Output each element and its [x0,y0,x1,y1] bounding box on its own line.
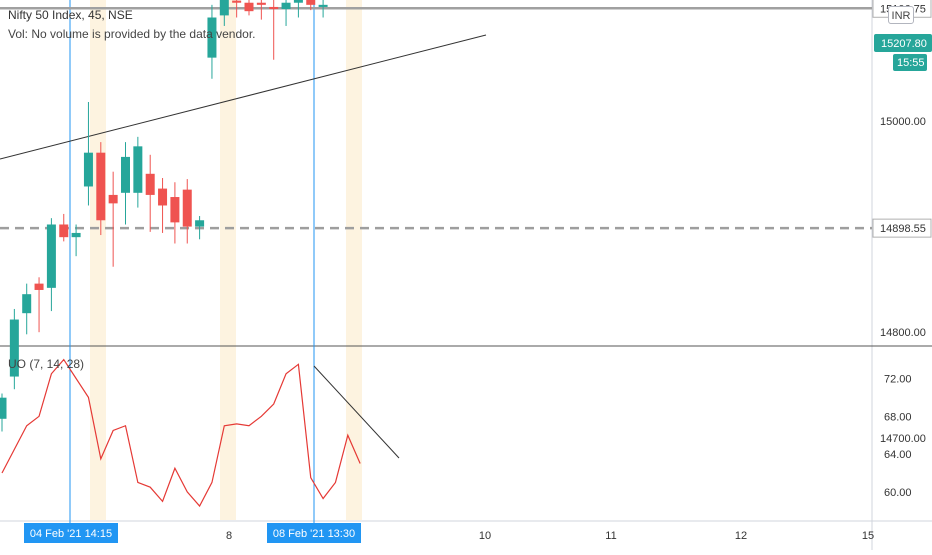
candle-body [195,220,205,227]
price-tick-label: 15000.00 [880,116,926,128]
candle-body [281,2,291,10]
uo-tick-label: 60.00 [884,487,912,499]
oscillator-legend: UO (7, 14, 28) [8,357,85,371]
session-highlight-1 [90,0,106,520]
session-highlight-3 [346,0,362,520]
candle-body [22,294,32,314]
candle-body [170,197,180,223]
candle-body [46,224,56,288]
candle-body [9,319,19,377]
candle-body [293,0,303,3]
uo-tick-label: 72.00 [884,374,912,386]
candle-body [133,146,143,193]
crosshair-date-tag [24,523,118,543]
uo-line[interactable] [1,358,361,508]
countdown-tag [893,54,927,71]
crosshair-date-tag [267,523,361,543]
last-price-label: 15207.80 [881,38,927,50]
uo-tick-label: 64.00 [884,449,912,461]
volume-note: Vol: No volume is provided by the data v… [8,27,256,41]
candle-body [158,188,168,206]
candle-body [121,156,130,193]
candle-body [83,152,93,187]
time-axis-label: 11 [605,530,616,542]
candle-body [71,232,81,238]
currency-button[interactable]: INR [888,6,914,24]
price-tick-label: 14700.00 [880,433,926,445]
price-tick-label: 14800.00 [880,327,926,339]
level-price-label-bg [872,218,932,238]
chart-title: Nifty 50 Index, 45, NSE [8,8,133,22]
candle-body [145,173,155,195]
crosshair-date-label: 04 Feb '21 14:15 [30,528,112,540]
uo-tick-label: 68.00 [884,411,912,423]
time-axis-label: 15 [862,530,874,542]
candle-body [96,152,106,221]
candle-body [269,6,279,10]
candle-body [256,2,266,5]
time-axis-label: 8 [226,530,232,542]
candle-body [244,2,254,12]
candle-body [0,397,7,419]
crosshair-date-label: 08 Feb '21 13:30 [273,528,355,540]
session-highlight-2 [220,0,236,520]
candle-body [207,17,217,58]
candle-body [34,283,44,290]
level-price-label: 14898.55 [880,223,926,235]
candle-body [219,0,229,16]
candle-body [306,0,316,5]
candle-body [232,0,242,3]
last-price-tag [874,34,932,52]
uo-trendline[interactable] [313,365,400,459]
candle-body [182,189,192,227]
candle-body [108,194,118,204]
time-axis-label: 10 [479,530,491,542]
countdown-label: 15:55 [897,57,925,69]
candle-body [318,4,328,7]
time-axis-label: 12 [735,530,747,542]
candle-body [59,224,69,238]
price-trendline[interactable] [0,34,487,160]
